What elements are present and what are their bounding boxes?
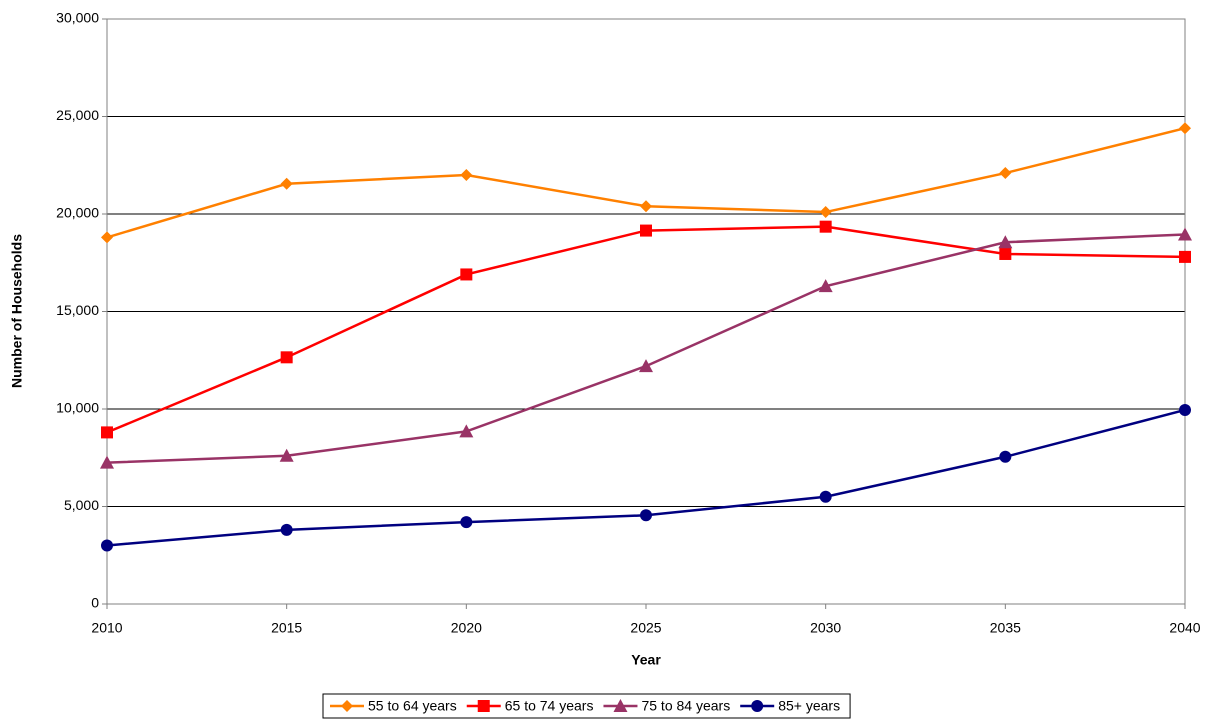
legend-label: 55 to 64 years (368, 698, 457, 714)
data-point (819, 206, 832, 219)
data-point (999, 247, 1012, 260)
y-tick-label: 15,000 (56, 302, 99, 318)
y-axis-title: Number of Households (9, 234, 25, 388)
legend-marker (613, 699, 628, 712)
y-tick-label: 30,000 (56, 10, 99, 26)
y-tick-label: 20,000 (56, 205, 99, 221)
x-tick-label: 2015 (271, 620, 302, 636)
y-tick-label: 10,000 (56, 400, 99, 416)
data-point (460, 516, 473, 529)
series-line (106, 225, 1186, 434)
legend-marker (341, 700, 353, 712)
y-tick-label: 25,000 (56, 107, 99, 123)
data-point (819, 490, 832, 503)
series-line (106, 233, 1186, 464)
legend-label: 65 to 74 years (505, 698, 594, 714)
data-point (279, 448, 294, 462)
series-line (106, 408, 1186, 547)
x-tick-label: 2040 (1169, 620, 1200, 636)
data-point (998, 235, 1013, 249)
data-point (1179, 403, 1191, 416)
data-point (460, 268, 473, 281)
data-point (1179, 250, 1191, 263)
legend-label: 75 to 84 years (641, 698, 730, 714)
data-point (999, 450, 1012, 463)
data-point (101, 426, 113, 439)
data-point (1178, 227, 1192, 241)
data-point (460, 169, 473, 181)
data-point (101, 231, 113, 244)
x-tick-label: 2010 (91, 620, 122, 636)
data-point (280, 523, 293, 536)
data-point (1179, 122, 1191, 135)
data-point (818, 279, 833, 293)
data-point (999, 167, 1012, 180)
y-tick-label: 5,000 (64, 497, 99, 513)
x-tick-label: 2035 (990, 620, 1021, 636)
legend-marker (477, 700, 490, 712)
x-tick-label: 2030 (810, 620, 841, 636)
legend-label: 85+ years (778, 698, 840, 714)
data-point (640, 224, 652, 237)
data-point (280, 177, 293, 190)
legend-marker (751, 700, 764, 712)
x-axis-title: Year (631, 652, 661, 668)
legend: 55 to 64 years 65 to 74 years 75 to 84 yea… (322, 693, 851, 719)
y-tick-label: 0 (91, 595, 99, 611)
data-point (101, 539, 113, 552)
x-tick-label: 2020 (451, 620, 482, 636)
data-point (819, 220, 832, 233)
data-point (640, 509, 652, 522)
data-point (100, 455, 114, 469)
data-point (280, 351, 293, 364)
series-line (106, 126, 1186, 239)
data-point (639, 359, 653, 373)
x-tick-label: 2025 (630, 620, 661, 636)
data-point (640, 200, 652, 213)
data-point (459, 424, 474, 438)
